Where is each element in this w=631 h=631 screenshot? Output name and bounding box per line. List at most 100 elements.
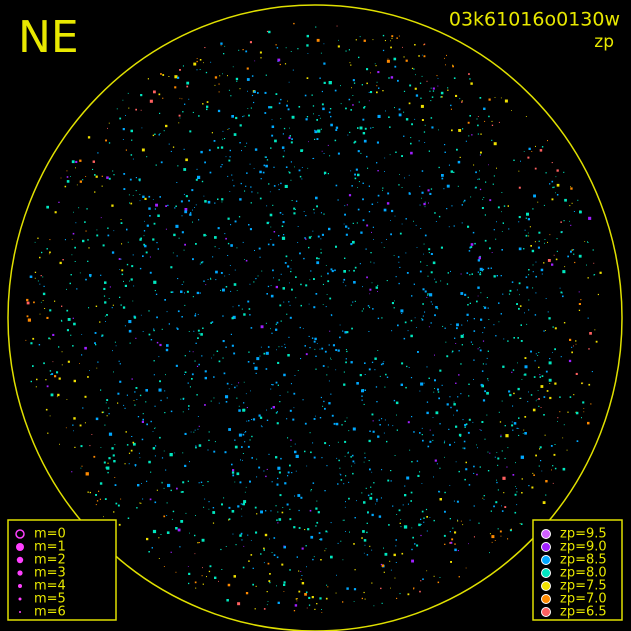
- star: [30, 342, 33, 345]
- star: [72, 424, 74, 426]
- star: [428, 377, 430, 379]
- star: [177, 76, 180, 79]
- m-legend-symbol: [19, 611, 21, 613]
- star: [468, 73, 470, 75]
- star: [221, 503, 223, 506]
- star: [213, 376, 215, 378]
- star: [372, 39, 374, 41]
- star: [422, 288, 425, 291]
- star: [52, 361, 54, 363]
- star: [223, 497, 225, 499]
- star: [143, 230, 146, 232]
- star: [279, 401, 281, 403]
- star: [456, 327, 458, 330]
- star: [346, 204, 348, 206]
- star: [300, 578, 302, 580]
- star: [243, 545, 245, 547]
- star: [593, 274, 595, 276]
- star: [377, 71, 380, 74]
- star: [533, 474, 535, 476]
- star: [220, 45, 222, 47]
- star: [154, 290, 156, 292]
- star: [414, 118, 416, 120]
- star: [382, 34, 385, 37]
- star: [325, 530, 328, 533]
- star: [377, 435, 380, 438]
- star: [39, 256, 41, 259]
- star: [550, 445, 553, 447]
- star: [323, 43, 325, 45]
- star: [548, 361, 552, 365]
- zp-legend-label: zp=7.0: [560, 592, 607, 607]
- star: [454, 548, 457, 552]
- star: [153, 360, 155, 362]
- star: [228, 506, 231, 509]
- star: [130, 449, 133, 452]
- star: [405, 252, 407, 254]
- star: [484, 120, 486, 122]
- star: [444, 327, 446, 329]
- star: [504, 506, 507, 508]
- star: [389, 154, 391, 156]
- star: [248, 420, 250, 422]
- star: [280, 320, 282, 322]
- star: [355, 39, 357, 41]
- star: [393, 255, 395, 256]
- star: [279, 494, 282, 497]
- star: [158, 558, 160, 559]
- star: [442, 325, 444, 327]
- star: [87, 136, 91, 139]
- star: [563, 220, 565, 222]
- star: [233, 575, 236, 578]
- star: [312, 105, 315, 107]
- star: [446, 283, 449, 285]
- star: [462, 447, 464, 449]
- star: [234, 445, 238, 449]
- star: [525, 276, 528, 278]
- star: [183, 249, 185, 251]
- star: [177, 310, 180, 313]
- star: [562, 295, 564, 298]
- star: [421, 427, 423, 429]
- star: [130, 202, 133, 205]
- star: [265, 156, 267, 158]
- star: [414, 317, 416, 319]
- star: [210, 61, 212, 63]
- star: [353, 543, 355, 545]
- star: [276, 483, 279, 486]
- star: [463, 201, 465, 203]
- star: [279, 304, 282, 307]
- star: [545, 330, 546, 331]
- star: [403, 135, 405, 137]
- star: [439, 467, 441, 469]
- star: [440, 246, 443, 249]
- star: [236, 290, 238, 291]
- star: [477, 133, 479, 135]
- star: [502, 365, 505, 368]
- star: [458, 129, 462, 132]
- star: [331, 270, 334, 273]
- star: [534, 314, 537, 316]
- star: [268, 183, 270, 185]
- star: [345, 233, 348, 236]
- star: [312, 158, 314, 159]
- star: [184, 103, 186, 105]
- star: [340, 474, 342, 476]
- star: [84, 422, 86, 424]
- star: [347, 227, 350, 230]
- star: [158, 388, 162, 392]
- star: [376, 401, 378, 403]
- star: [347, 134, 349, 136]
- star: [131, 139, 133, 141]
- star: [404, 321, 407, 324]
- star: [154, 427, 156, 429]
- star: [551, 180, 554, 183]
- star: [374, 63, 376, 65]
- star: [544, 434, 546, 436]
- star: [76, 184, 78, 186]
- star: [46, 248, 48, 250]
- star: [473, 505, 475, 507]
- star: [204, 161, 206, 164]
- star: [473, 359, 475, 361]
